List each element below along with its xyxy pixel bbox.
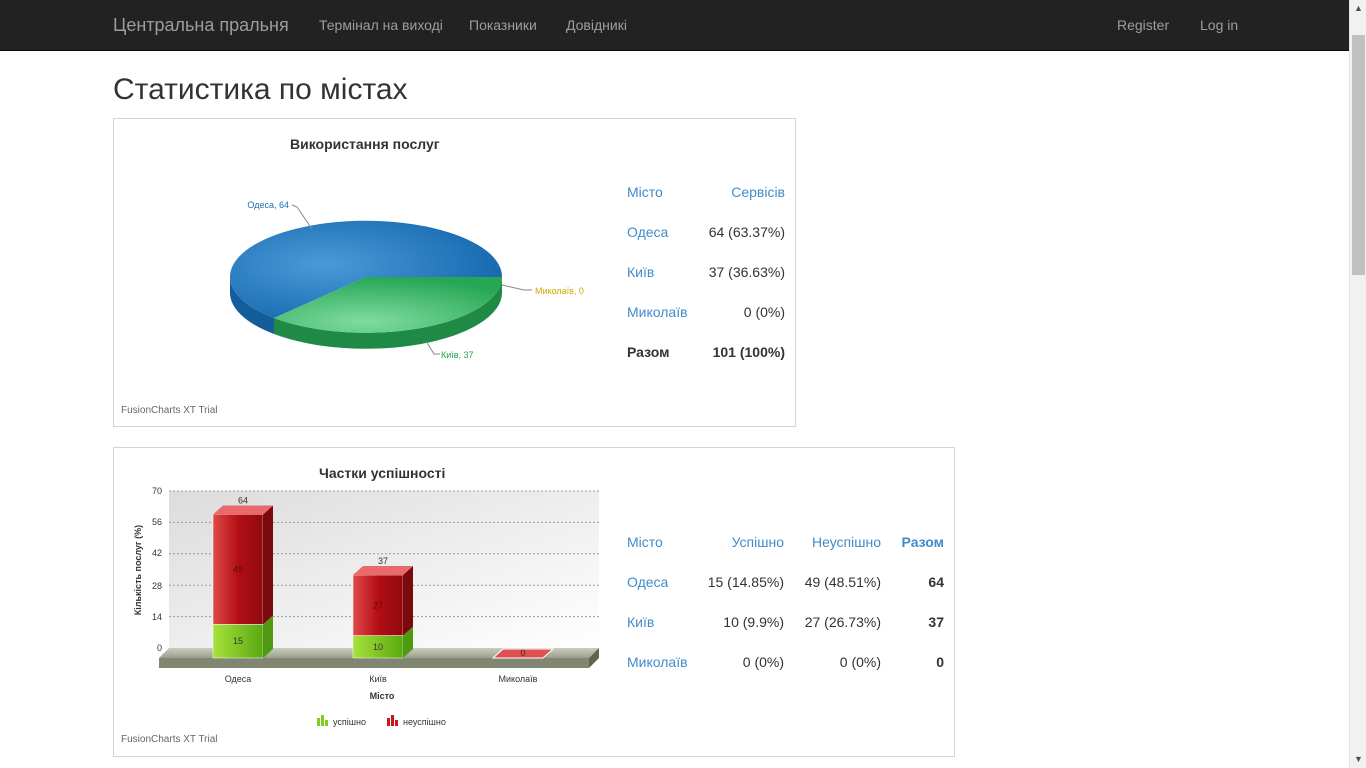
table-total-row: Разом 101 (100%) (627, 332, 785, 372)
x-axis-label: Місто (370, 691, 395, 701)
success-value: 0 (0%) (742, 654, 784, 670)
bar-total-label: 64 (238, 495, 248, 505)
col-header-total[interactable]: Разом (901, 534, 944, 550)
usage-table: Місто Сервісів Одеса 64 (63.37%) Київ 37… (627, 172, 785, 372)
usage-pie-chart: Одеса, 64 Миколаїв, 0 Київ, 37 (230, 200, 584, 360)
bar-total-label: 0 (520, 648, 525, 658)
table-row: Одеса 15 (14.85%) 49 (48.51%) 64 (627, 562, 944, 602)
col-header-city[interactable]: Місто (627, 534, 663, 550)
usage-chart-title: Використання послуг (290, 136, 440, 152)
y-tick-label: 56 (152, 517, 162, 527)
pie-label-kyiv: Київ, 37 (441, 350, 474, 360)
bar-success-side (263, 615, 273, 658)
bar-fail (352, 574, 404, 636)
pie-side-odesa (230, 277, 274, 334)
table-row: Миколаїв 0 (0%) 0 (0%) 0 (627, 642, 944, 682)
success-table: Місто Успішно Неуспішно Разом Одеса 15 (… (627, 522, 944, 682)
usage-panel: Використання послуг Одеса, 64 Миколаїв, … (113, 118, 796, 427)
table-header-row: Місто Сервісів (627, 172, 785, 212)
services-value: 0 (0%) (743, 304, 785, 320)
fail-value: 0 (0%) (839, 654, 881, 670)
bar-fail-top (213, 505, 273, 515)
col-header-city[interactable]: Місто (627, 184, 663, 200)
pie-label-mykolaiv: Миколаїв, 0 (535, 286, 584, 296)
fail-value: 27 (26.73%) (804, 614, 881, 630)
pie-slice-odesa (230, 220, 503, 318)
fail-value: 49 (48.51%) (804, 574, 881, 590)
legend: успішно неуспішно (317, 715, 446, 727)
nav-link-indicators[interactable]: Показники (469, 17, 537, 33)
city-link[interactable]: Миколаїв (627, 654, 688, 670)
bar-fail-label: 27 (373, 600, 383, 610)
bar-fail-top (353, 566, 413, 576)
success-bar-chart: 64 49 15 37 27 10 0 70 56 42 28 14 0 Кількість… (133, 486, 599, 727)
city-link[interactable]: Київ (627, 264, 655, 280)
bar-fail-side (403, 566, 413, 636)
city-link[interactable]: Одеса (627, 574, 669, 590)
nav-link-terminal[interactable]: Термінал на виході (319, 17, 443, 33)
bar-total-label: 37 (378, 556, 388, 566)
plot-floor-edge (159, 658, 589, 668)
services-value: 64 (63.37%) (708, 224, 785, 240)
trial-watermark: FusionCharts XT Trial (121, 405, 218, 416)
legend-item-success: успішно (333, 717, 366, 727)
col-header-services[interactable]: Сервісів (731, 184, 785, 200)
x-tick-label: Одеса (225, 674, 252, 684)
pie-slice-kyiv (274, 277, 502, 333)
trial-watermark: FusionCharts XT Trial (121, 734, 218, 745)
services-value: 37 (36.63%) (708, 264, 785, 280)
bar-fail-side (263, 505, 273, 625)
pie-side-kyiv (274, 277, 502, 349)
total-value: 0 (936, 654, 944, 670)
vertical-scrollbar[interactable]: ▲ ▼ (1349, 0, 1366, 768)
city-link[interactable]: Київ (627, 614, 655, 630)
login-link[interactable]: Log in (1200, 17, 1239, 33)
scroll-down-arrow-icon[interactable]: ▼ (1354, 754, 1363, 764)
col-header-fail[interactable]: Неуспішно (811, 534, 881, 550)
y-axis-label: Кількість послуг (%) (133, 525, 143, 615)
bar-fail-label: 49 (233, 564, 243, 574)
y-tick-label: 0 (157, 643, 162, 653)
table-row: Київ 37 (36.63%) (627, 252, 785, 292)
bar-fail-empty (491, 648, 555, 659)
bars-group: 64 49 15 37 27 10 0 (212, 495, 555, 659)
legend-item-fail: неуспішно (403, 717, 446, 727)
col-header-success[interactable]: Успішно (731, 534, 784, 550)
bar-success (212, 624, 264, 659)
y-tick-label: 70 (152, 486, 162, 496)
total-value: 37 (928, 614, 944, 630)
register-link[interactable]: Register (1117, 17, 1170, 33)
table-row: Миколаїв 0 (0%) (627, 292, 785, 332)
x-tick-label: Київ (369, 674, 387, 684)
bar-success-label: 10 (373, 642, 383, 652)
bar-success-side (403, 626, 413, 658)
city-link[interactable]: Миколаїв (627, 304, 688, 320)
success-chart-title: Частки успішності (319, 465, 446, 481)
pie-label-odesa: Одеса, 64 (247, 200, 289, 210)
city-link[interactable]: Одеса (627, 224, 669, 240)
y-tick-label: 14 (152, 612, 162, 622)
success-panel: Частки успішності (113, 447, 955, 757)
top-navbar: Центральна пральня Термінал на виході По… (0, 0, 1349, 51)
y-tick-label: 28 (152, 581, 162, 591)
total-value: 101 (100%) (712, 344, 785, 360)
total-label: Разом (627, 344, 670, 360)
nav-link-directories[interactable]: Довідникі (566, 17, 627, 33)
table-header-row: Місто Успішно Неуспішно Разом (627, 522, 944, 562)
scroll-thumb[interactable] (1352, 35, 1365, 275)
scroll-up-arrow-icon[interactable]: ▲ (1354, 3, 1363, 13)
success-value: 15 (14.85%) (707, 574, 784, 590)
total-value: 64 (928, 574, 944, 590)
table-row: Київ 10 (9.9%) 27 (26.73%) 37 (627, 602, 944, 642)
bar-success-label: 15 (233, 636, 243, 646)
y-tick-label: 42 (152, 548, 162, 558)
page-title: Статистика по містах (113, 73, 408, 106)
x-tick-label: Миколаїв (499, 674, 538, 684)
bar-fail (212, 514, 264, 625)
table-row: Одеса 64 (63.37%) (627, 212, 785, 252)
brand-link[interactable]: Центральна пральня (113, 15, 289, 35)
success-value: 10 (9.9%) (723, 614, 784, 630)
